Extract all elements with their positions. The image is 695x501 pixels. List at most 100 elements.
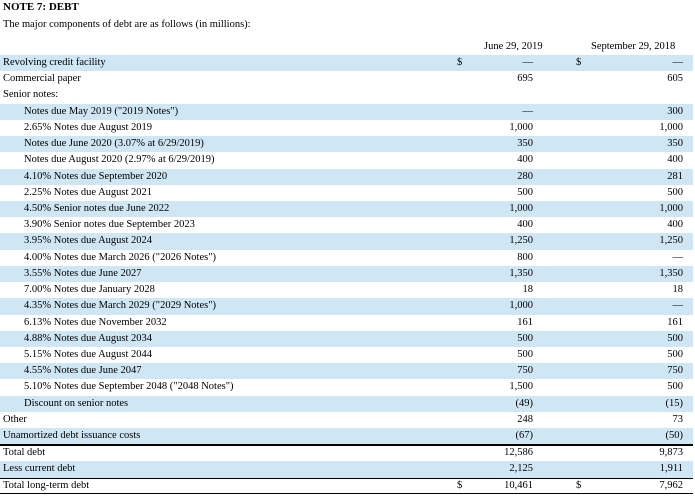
value-september-2018: 400 [667, 154, 683, 166]
table-row: 4.88% Notes due August 2034 500 500 [0, 330, 693, 347]
table-row: 3.95% Notes due August 2024 1,250 1,250 [0, 233, 693, 250]
total-rule [0, 477, 693, 479]
table-row: 5.15% Notes due August 2044 500 500 [0, 347, 693, 363]
column-header-june-2019: June 29, 2019 [484, 41, 543, 52]
value-june-2019: 400 [517, 154, 533, 166]
value-june-2019: 161 [517, 316, 533, 328]
table-row: 2.25% Notes due August 2021 500 500 [0, 185, 693, 201]
table-row: Unamortized debt issuance costs (67) (50) [0, 428, 693, 445]
bottom-rule [0, 492, 693, 494]
row-label: 4.55% Notes due June 2047 [24, 365, 142, 377]
value-june-2019: 248 [517, 413, 533, 425]
table-row: 4.10% Notes due September 2020 280 281 [0, 168, 693, 185]
row-label: Total long-term debt [3, 479, 90, 491]
note-title: NOTE 7: DEBT [3, 1, 79, 13]
row-label: 5.15% Notes due August 2044 [24, 348, 153, 360]
value-june-2019: 1,000 [509, 121, 533, 133]
table-row: 3.90% Senior notes due September 2023 400… [0, 217, 693, 233]
value-june-2019: (49) [515, 397, 534, 409]
row-label: 3.90% Senior notes due September 2023 [24, 219, 195, 231]
value-june-2019: — [522, 57, 534, 68]
value-september-2018: 1,250 [659, 235, 683, 247]
table-row: 4.00% Notes due March 2026 ("2026 Notes"… [0, 250, 693, 266]
row-label: Notes due May 2019 ("2019 Notes") [24, 105, 179, 117]
table-row: 7.00% Notes due January 2028 18 18 [0, 282, 693, 298]
value-june-2019: 10,461 [504, 479, 533, 491]
debt-table: June 29, 2019 September 29, 2018 Revolvi… [0, 40, 693, 494]
value-september-2018: 18 [672, 284, 684, 296]
value-june-2019: 1,000 [509, 300, 533, 312]
value-june-2019: 1,250 [509, 235, 533, 247]
value-september-2018: 73 [672, 413, 684, 425]
table-row: Commercial paper 695 605 [0, 71, 693, 87]
table-row: Notes due June 2020 (3.07% at 6/29/2019)… [0, 136, 693, 153]
dollar-sign: $ [576, 57, 582, 68]
value-june-2019: 400 [517, 219, 533, 231]
row-label: Notes due August 2020 (2.97% at 6/29/201… [24, 154, 215, 166]
row-label: 4.88% Notes due August 2034 [24, 332, 153, 344]
row-label: 4.35% Notes due March 2029 ("2029 Notes"… [24, 300, 216, 312]
row-label: 4.00% Notes due March 2026 ("2026 Notes"… [24, 251, 216, 263]
table-row: Total debt 12,586 9,873 [0, 444, 693, 461]
value-june-2019: 18 [522, 284, 534, 296]
subtotal-rule [0, 445, 693, 447]
value-september-2018: 161 [667, 316, 683, 328]
value-september-2018: 1,000 [659, 202, 683, 214]
table-row: 6.13% Notes due November 2032 161 161 [0, 315, 693, 331]
table-row: Senior notes: [0, 87, 693, 103]
value-june-2019: 695 [517, 73, 533, 85]
row-label: 2.65% Notes due August 2019 [24, 121, 153, 133]
dollar-sign: $ [457, 479, 463, 491]
table-row: Notes due August 2020 (2.97% at 6/29/201… [0, 152, 693, 168]
row-label: Discount on senior notes [24, 397, 129, 409]
value-september-2018: 400 [667, 219, 683, 231]
value-september-2018: 300 [667, 105, 683, 117]
row-label: 4.50% Senior notes due June 2022 [24, 202, 170, 214]
table-body: Revolving credit facility $ $ — — Commercial … [0, 55, 693, 494]
row-label: Unamortized debt issuance costs [3, 430, 141, 442]
row-label: Senior notes: [3, 89, 59, 101]
dollar-sign: $ [457, 57, 463, 68]
dollar-sign: $ [576, 479, 582, 491]
value-september-2018: 500 [667, 381, 683, 393]
value-september-2018: 350 [667, 138, 683, 150]
row-label: Revolving credit facility [3, 57, 106, 68]
row-label: 2.25% Notes due August 2021 [24, 186, 153, 198]
value-september-2018: — [672, 251, 684, 263]
value-june-2019: (67) [515, 430, 534, 442]
value-september-2018: 1,911 [659, 463, 683, 475]
value-september-2018: 500 [667, 348, 683, 360]
value-june-2019: 1,500 [509, 381, 533, 393]
row-label: 3.55% Notes due June 2027 [24, 267, 142, 279]
value-september-2018: 1,000 [659, 121, 683, 133]
value-june-2019: 500 [517, 348, 533, 360]
value-june-2019: 2,125 [509, 463, 533, 475]
row-label: Commercial paper [3, 73, 81, 85]
table-row: 4.50% Senior notes due June 2022 1,000 1,0… [0, 200, 693, 218]
row-label: Other [3, 413, 27, 425]
value-september-2018: 750 [667, 365, 683, 377]
table-row: Revolving credit facility $ $ — — [0, 55, 693, 72]
table-row: 3.55% Notes due June 2027 1,350 1,350 [0, 265, 693, 283]
column-header-september-2018: September 29, 2018 [591, 41, 676, 52]
table-row: Less current debt 2,125 1,911 [0, 461, 693, 478]
value-june-2019: 12,586 [504, 447, 533, 459]
value-september-2018: (50) [665, 430, 684, 442]
value-june-2019: 500 [517, 332, 533, 344]
row-label: Less current debt [3, 463, 76, 475]
table-row: 4.35% Notes due March 2029 ("2029 Notes"… [0, 298, 693, 315]
row-label: 6.13% Notes due November 2032 [24, 316, 167, 328]
value-september-2018: 7,962 [659, 479, 683, 491]
value-june-2019: 350 [517, 138, 533, 150]
value-september-2018: 500 [667, 332, 683, 344]
table-row: Notes due May 2019 ("2019 Notes") — 300 [0, 103, 693, 120]
table-row: 5.10% Notes due September 2048 ("2048 No… [0, 379, 693, 395]
row-label: Total debt [3, 447, 46, 459]
value-september-2018: — [672, 57, 684, 68]
value-september-2018: 1,350 [659, 267, 683, 279]
value-september-2018: — [672, 300, 684, 312]
row-label: 7.00% Notes due January 2028 [24, 284, 155, 296]
value-june-2019: 750 [517, 365, 533, 377]
table-row: 4.55% Notes due June 2047 750 750 [0, 363, 693, 380]
